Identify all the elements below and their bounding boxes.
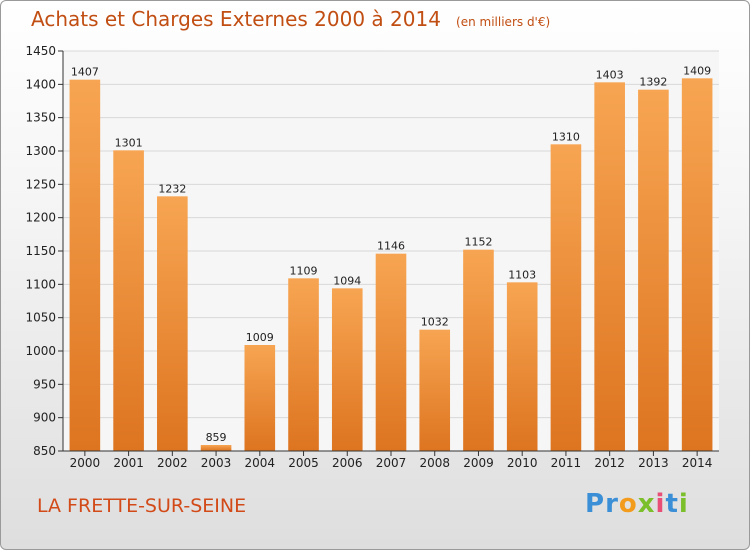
chart-title-row: Achats et Charges Externes 2000 à 2014 (… (31, 7, 550, 31)
bar (69, 79, 101, 452)
label-layer: 850 900 950 1000 1050 1100 1150 1200 1250 1300 135… (25, 44, 712, 470)
logo-letter: x (637, 489, 656, 519)
data-label: 1409 (683, 64, 711, 77)
y-tick-label: 1400 (25, 77, 56, 91)
proxiti-logo: Proxiti (585, 489, 689, 519)
x-tick-label: 2005 (288, 456, 319, 470)
data-label: 1032 (421, 316, 449, 329)
data-label: 1094 (333, 274, 361, 287)
y-tick-label: 1250 (25, 177, 56, 191)
y-tick-label: 1150 (25, 244, 56, 258)
logo-letter: t (665, 489, 679, 519)
city-name: LA FRETTE-SUR-SEINE (37, 495, 247, 517)
data-label: 859 (206, 431, 227, 444)
x-tick-label: 2007 (376, 456, 407, 470)
x-tick-label: 2006 (332, 456, 363, 470)
x-tick-label: 2003 (201, 456, 232, 470)
bar (375, 253, 407, 451)
x-tick-label: 2004 (245, 456, 276, 470)
data-label: 1310 (552, 130, 580, 143)
bar (113, 150, 144, 452)
data-label: 1146 (377, 240, 405, 253)
bar (244, 345, 276, 451)
axis-layer (58, 50, 719, 456)
bar (463, 249, 494, 451)
data-label: 1403 (596, 68, 624, 81)
logo-letter: o (618, 489, 638, 519)
logo-letter: i (655, 489, 666, 519)
bar (288, 278, 319, 451)
data-label: 1301 (115, 136, 143, 149)
x-tick-label: 2014 (682, 456, 713, 470)
x-tick-label: 2008 (419, 456, 450, 470)
data-label: 1103 (508, 268, 536, 281)
y-tick-label: 900 (33, 411, 56, 425)
bar (331, 288, 363, 451)
bar (157, 196, 188, 451)
data-label: 1009 (246, 331, 274, 344)
x-tick-label: 2002 (157, 456, 188, 470)
x-tick-label: 2011 (551, 456, 582, 470)
bar (550, 144, 582, 452)
y-tick-label: 1200 (25, 211, 56, 225)
y-tick-label: 1450 (25, 44, 56, 58)
x-tick-label: 2012 (594, 456, 625, 470)
x-tick-label: 2010 (507, 456, 538, 470)
bar (594, 82, 625, 451)
y-tick-label: 850 (33, 444, 56, 458)
y-tick-label: 1350 (25, 111, 56, 125)
y-tick-label: 1100 (25, 277, 56, 291)
logo-letter: P (585, 489, 606, 519)
x-tick-label: 2000 (70, 456, 101, 470)
data-label: 1232 (158, 182, 186, 195)
data-label: 1109 (290, 264, 318, 277)
logo-letter: r (605, 489, 619, 519)
bar (419, 329, 451, 451)
y-tick-label: 1050 (25, 311, 56, 325)
x-tick-label: 2009 (463, 456, 494, 470)
bar (638, 89, 669, 452)
bar-layer (69, 78, 713, 452)
logo-letter: i (678, 489, 689, 519)
y-tick-label: 950 (33, 377, 56, 391)
x-tick-label: 2013 (638, 456, 669, 470)
chart-unit: (en milliers d'€) (456, 15, 551, 29)
y-tick-label: 1000 (25, 344, 56, 358)
data-label: 1407 (71, 66, 99, 79)
bar (506, 282, 538, 451)
bar (200, 445, 232, 451)
data-label: 1392 (639, 76, 667, 89)
bar (681, 78, 713, 451)
y-tick-label: 1300 (25, 144, 56, 158)
x-tick-label: 2001 (113, 456, 144, 470)
data-label: 1152 (464, 236, 492, 249)
chart-title: Achats et Charges Externes 2000 à 2014 (31, 7, 441, 31)
